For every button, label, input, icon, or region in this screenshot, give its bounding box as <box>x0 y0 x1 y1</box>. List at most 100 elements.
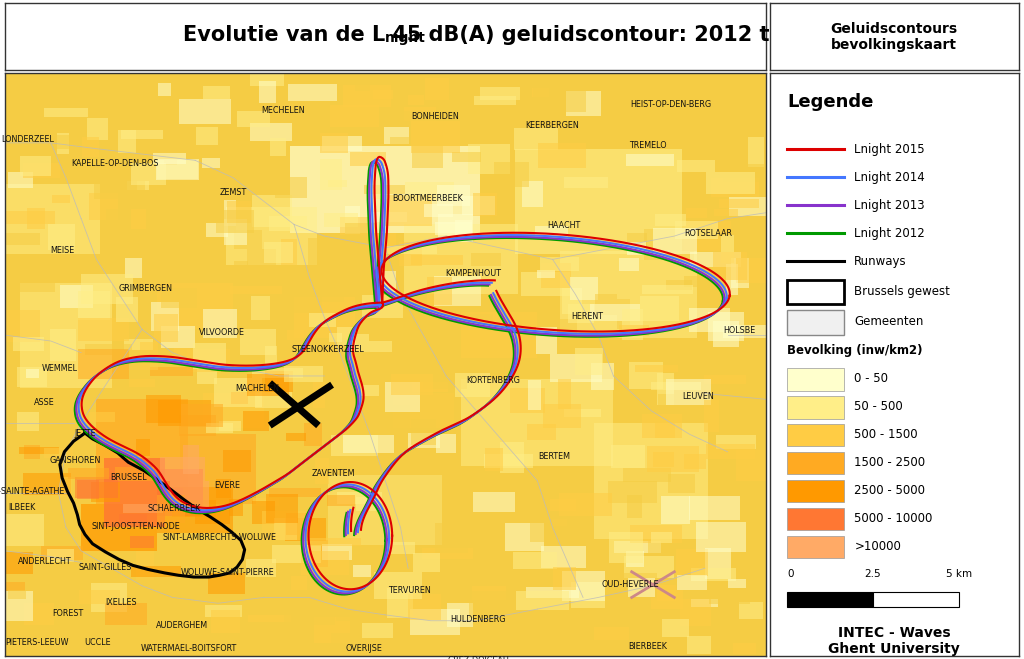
Bar <box>422 548 473 559</box>
Bar <box>203 309 237 337</box>
Bar <box>559 493 612 516</box>
Bar <box>406 182 454 201</box>
Bar <box>627 233 647 249</box>
Text: SCHAERBEEK: SCHAERBEEK <box>147 504 201 513</box>
Text: KEERBERGEN: KEERBERGEN <box>525 121 580 130</box>
Text: GRIMBERGEN: GRIMBERGEN <box>119 284 173 293</box>
Bar <box>713 321 738 347</box>
Text: 5000 - 10000: 5000 - 10000 <box>854 512 933 525</box>
Text: WATERMAEL-BOITSFORT: WATERMAEL-BOITSFORT <box>141 645 238 653</box>
Bar <box>271 545 321 563</box>
Bar <box>313 617 350 643</box>
Bar <box>629 362 663 389</box>
Bar <box>447 603 473 627</box>
Bar <box>126 237 145 249</box>
Bar <box>127 181 148 190</box>
Text: Runways: Runways <box>854 254 907 268</box>
Bar <box>588 639 627 658</box>
Bar <box>530 515 582 542</box>
Bar <box>332 380 362 397</box>
Bar <box>690 252 741 267</box>
Text: 50 - 500: 50 - 500 <box>854 401 903 413</box>
Bar <box>571 582 605 608</box>
Bar <box>183 445 200 474</box>
Bar <box>146 395 181 423</box>
Bar <box>250 123 292 142</box>
Bar <box>304 423 322 445</box>
Bar <box>515 149 682 254</box>
Bar <box>380 195 432 226</box>
Bar <box>594 627 629 640</box>
Bar <box>211 610 240 633</box>
Bar <box>391 374 433 395</box>
Bar <box>691 598 718 607</box>
Bar <box>124 339 154 351</box>
Bar <box>473 192 497 216</box>
Bar <box>684 275 718 287</box>
Bar <box>252 501 275 524</box>
Bar <box>469 590 516 617</box>
Text: SINT-LAMBRECHTS-WOLUWE: SINT-LAMBRECHTS-WOLUWE <box>163 534 276 542</box>
Bar <box>560 250 697 338</box>
Bar <box>622 308 643 340</box>
Bar <box>456 314 494 322</box>
Bar <box>284 614 335 625</box>
Bar <box>4 625 43 639</box>
Bar <box>532 88 549 97</box>
Text: 500 - 1500: 500 - 1500 <box>854 428 918 442</box>
Bar <box>264 242 293 263</box>
Bar <box>485 448 503 471</box>
Bar <box>101 176 137 192</box>
Bar <box>308 538 361 546</box>
Bar <box>626 551 644 567</box>
Bar <box>285 518 326 541</box>
Bar <box>468 144 510 173</box>
Bar <box>160 488 183 498</box>
Bar <box>591 363 614 390</box>
Bar <box>336 612 365 621</box>
Bar <box>384 127 410 144</box>
Bar <box>462 196 495 215</box>
Bar <box>675 221 718 239</box>
Bar <box>17 412 39 431</box>
Bar <box>749 137 764 167</box>
Bar <box>170 481 209 509</box>
Bar <box>648 541 693 558</box>
Bar <box>251 297 270 320</box>
Text: FOREST: FOREST <box>52 609 83 618</box>
Bar <box>160 457 205 481</box>
Bar <box>667 280 692 290</box>
Bar <box>669 474 694 493</box>
Bar <box>550 354 602 382</box>
Bar <box>352 565 371 577</box>
Bar <box>494 161 529 187</box>
Bar <box>202 158 220 168</box>
Bar <box>510 388 545 413</box>
Bar <box>680 598 711 626</box>
Bar <box>78 349 129 378</box>
Bar <box>412 121 460 153</box>
Bar <box>129 378 155 387</box>
Bar <box>427 277 453 305</box>
Bar <box>472 586 506 600</box>
Bar <box>514 128 558 150</box>
Bar <box>412 382 449 392</box>
Bar <box>736 450 774 481</box>
Bar <box>274 177 307 198</box>
Bar <box>181 404 223 427</box>
Bar <box>787 424 845 447</box>
Bar <box>89 412 115 422</box>
Bar <box>89 192 118 219</box>
Bar <box>94 171 145 199</box>
Bar <box>787 452 845 474</box>
Bar <box>435 222 472 235</box>
Bar <box>435 523 468 552</box>
Bar <box>551 499 575 511</box>
Bar <box>462 593 501 615</box>
Bar <box>684 454 707 469</box>
Bar <box>570 277 598 301</box>
Text: MECHELEN: MECHELEN <box>261 106 304 115</box>
Bar <box>79 590 120 604</box>
Bar <box>8 590 27 600</box>
Bar <box>643 229 694 260</box>
